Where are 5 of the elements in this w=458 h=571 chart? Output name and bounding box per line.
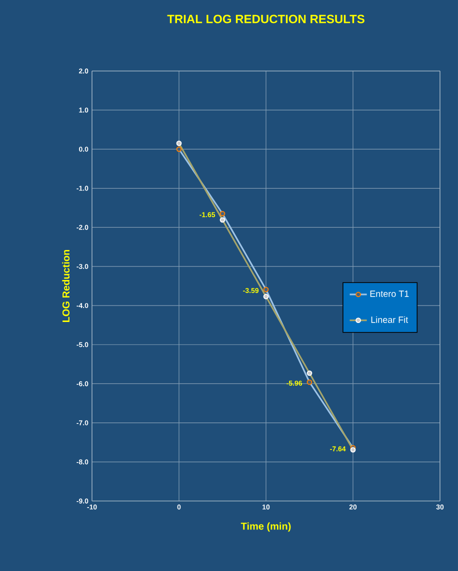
chart-title: TRIAL LOG REDUCTION RESULTS bbox=[167, 14, 364, 24]
x-axis-title: Time (min) bbox=[240, 522, 291, 532]
legend-label: Linear Fit bbox=[371, 316, 408, 323]
y-axis-title: LOG Reduction bbox=[62, 250, 70, 322]
legend-label: Entero T1 bbox=[370, 290, 409, 297]
